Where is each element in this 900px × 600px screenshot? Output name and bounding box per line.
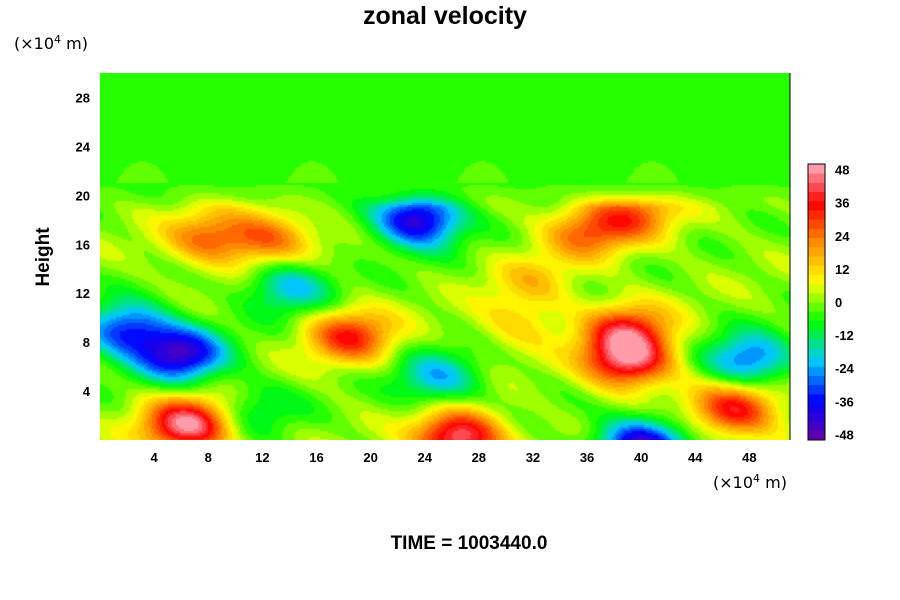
colorbar-segment [808,430,825,441]
heatmap-field [100,73,790,440]
y-axis-label: Height [33,227,54,287]
colorbar-tick-label: -12 [835,328,854,343]
colorbar-tick-label: 24 [835,229,850,244]
colorbar-segment [808,256,825,266]
y-unit-label: (×104 m) [14,33,88,53]
colorbar-segment [808,237,825,248]
colorbar-segment [808,182,825,192]
colorbar-segment [808,366,825,376]
colorbar-segment [808,320,825,330]
chart-title: zonal velocity [363,2,527,30]
colorbar-segment [808,200,825,211]
colorbar-segment [808,394,825,404]
y-tick-label: 16 [76,237,90,252]
colorbar-tick-label: -48 [835,427,854,442]
colorbar-segment [808,384,825,395]
colorbar-segment [808,329,825,340]
y-tick-label: 12 [76,286,90,301]
x-tick-label: 48 [742,450,756,465]
colorbar-border [807,163,826,441]
x-tick-label: 36 [580,450,594,465]
colorbar-segment [808,357,825,367]
colorbar-segment [808,375,825,386]
colorbar-segment [808,191,825,202]
colorbar-segment [808,173,825,183]
colorbar-tick-label: 48 [835,163,849,178]
x-tick-label: 8 [205,450,212,465]
colorbar-segment [808,164,825,174]
colorbar-segment [808,246,825,257]
x-tick-label: 16 [309,450,323,465]
colorbar-tick-label: 0 [835,295,842,310]
x-tick-label: 20 [363,450,377,465]
y-tick-label: 28 [76,90,90,105]
colorbar-segment [808,421,825,432]
colorbar [807,163,826,441]
colorbar-tick-label: -36 [835,394,854,409]
colorbar-tick-label: -24 [835,361,855,376]
colorbar-ticks: 48 36 24 12 0 -12 -24 -36 -48 [835,163,855,443]
colorbar-segment [808,274,825,284]
x-tick-label: 12 [255,450,269,465]
colorbar-segment [808,228,825,238]
x-tick-label: 44 [688,450,703,465]
colorbar-segment [808,338,825,349]
colorbar-tick-label: 36 [835,196,849,211]
colorbar-segment [808,219,825,229]
x-tick-label: 28 [472,450,486,465]
colorbar-segment [808,292,825,303]
x-tick-label: 24 [417,450,432,465]
y-tick-label: 8 [83,335,90,350]
y-axis-ticks: 4 8 12 16 20 24 28 [76,90,91,399]
colorbar-segment [808,403,825,413]
x-tick-label: 40 [634,450,648,465]
colorbar-segment [808,348,825,358]
x-tick-label: 32 [526,450,540,465]
colorbar-segment [808,210,825,220]
colorbar-tick-label: 12 [835,262,849,277]
x-axis-ticks: 4 8 12 16 20 24 28 32 36 40 44 48 [151,450,757,465]
time-label: TIME = 1003440.0 [391,533,548,554]
y-tick-label: 4 [83,384,91,399]
x-tick-label: 4 [151,450,159,465]
colorbar-segment [808,265,825,275]
colorbar-segment [808,283,825,294]
colorbar-segment [808,311,825,321]
y-tick-label: 20 [76,188,90,203]
colorbar-segment [808,412,825,422]
x-unit-label: (×104 m) [713,472,787,492]
y-tick-label: 24 [76,139,91,154]
colorbar-segment [808,302,825,312]
